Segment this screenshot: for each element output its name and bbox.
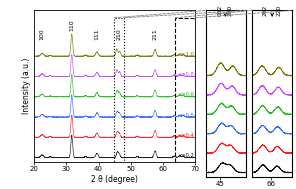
Text: 202: 202: [263, 5, 268, 16]
Bar: [114, 18, 124, 162]
Text: x=0.4: x=0.4: [178, 133, 194, 138]
X-axis label: 2 θ (degree): 2 θ (degree): [91, 174, 138, 184]
Text: x=0.5: x=0.5: [178, 113, 194, 118]
Text: 210: 210: [116, 28, 121, 40]
Text: 100: 100: [40, 28, 45, 40]
Y-axis label: Intensity (a.u.): Intensity (a.u.): [22, 58, 31, 114]
Text: x=1.0: x=1.0: [178, 52, 194, 57]
Text: 200: 200: [227, 5, 232, 16]
Text: 220: 220: [277, 5, 282, 16]
Text: 211: 211: [152, 28, 157, 40]
Text: x=0.6: x=0.6: [178, 92, 194, 97]
Text: 111: 111: [94, 28, 99, 40]
Text: x=0.2: x=0.2: [178, 153, 194, 158]
Bar: [175, 18, 195, 162]
Text: x=0.8: x=0.8: [178, 72, 194, 77]
Text: 110: 110: [69, 19, 74, 31]
Text: 002: 002: [218, 5, 223, 16]
